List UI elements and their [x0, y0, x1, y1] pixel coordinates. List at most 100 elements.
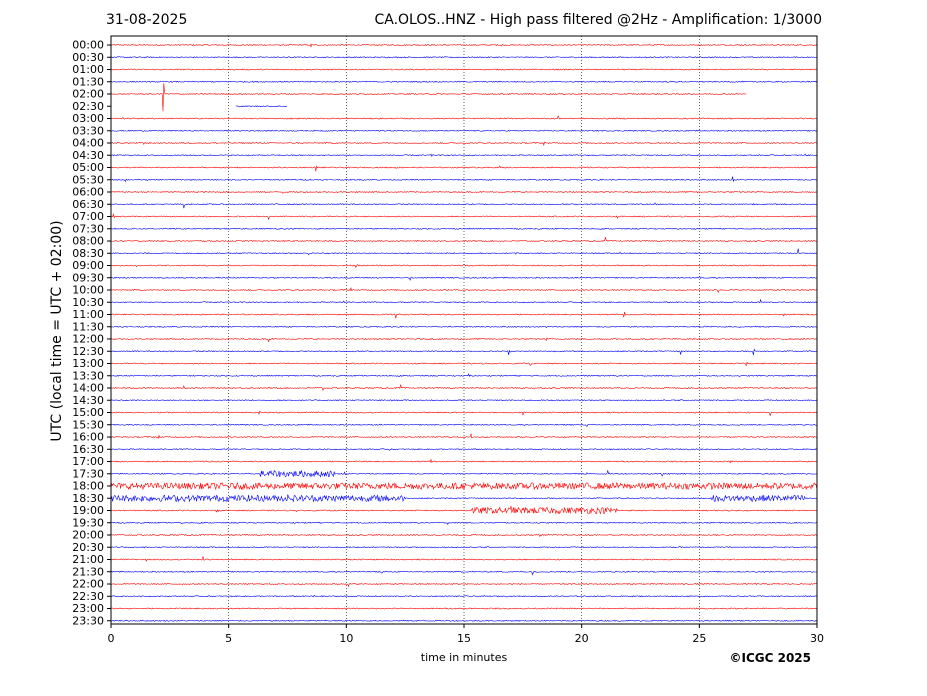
trace-row-17:30: [110, 469, 817, 478]
y-tick-label: 11:30: [72, 320, 104, 333]
y-tick-label: 10:30: [72, 296, 104, 309]
x-grid-lines: [228, 36, 700, 624]
y-tick-label: 03:00: [72, 112, 104, 125]
trace-row-02:00: [110, 83, 747, 112]
trace-row-06:00: [110, 191, 817, 194]
x-tick-label: 20: [575, 632, 589, 645]
trace-row-19:00: [110, 505, 817, 515]
trace-row-18:30: [110, 494, 817, 503]
trace-row-05:30: [110, 176, 817, 183]
trace-row-21:30: [110, 570, 817, 576]
trace-row-04:30: [110, 153, 817, 158]
y-tick-label: 17:30: [72, 467, 104, 480]
trace-row-04:00: [110, 141, 817, 146]
y-tick-label: 08:00: [72, 235, 104, 248]
copyright-notice: ©ICGC 2025: [729, 651, 811, 665]
y-tick-label: 04:30: [72, 149, 104, 162]
y-tick-label: 20:30: [72, 541, 104, 554]
seismogram-traces: [110, 43, 817, 622]
trace-row-16:00: [110, 433, 817, 440]
y-tick-label: 02:00: [72, 88, 104, 101]
y-tick-label: 13:30: [72, 369, 104, 382]
y-tick-label: 09:30: [72, 271, 104, 284]
trace-row-09:00: [110, 264, 817, 269]
trace-row-00:30: [110, 56, 817, 59]
chart-title: CA.OLOS..HNZ - High pass filtered @2Hz -…: [374, 12, 822, 28]
y-tick-label: 18:00: [72, 480, 104, 493]
trace-row-07:30: [111, 227, 817, 230]
trace-row-12:00: [110, 337, 817, 343]
trace-row-22:30: [110, 594, 817, 598]
trace-row-08:30: [110, 248, 817, 256]
trace-row-17:00: [110, 458, 817, 464]
y-tick-label: 21:30: [72, 565, 104, 578]
y-tick-label: 23:00: [72, 602, 104, 615]
y-tick-label: 07:30: [72, 222, 104, 235]
trace-row-13:00: [110, 361, 817, 367]
y-tick-label: 18:30: [72, 492, 104, 505]
y-tick-label: 12:00: [72, 333, 104, 346]
y-tick-label: 09:00: [72, 259, 104, 272]
y-tick-label: 15:30: [72, 418, 104, 431]
x-tick-label: 30: [810, 632, 824, 645]
y-tick-label: 01:00: [72, 63, 104, 76]
trace-row-06:30: [110, 202, 817, 209]
y-tick-label: 00:30: [72, 51, 104, 64]
trace-row-13:30: [110, 373, 817, 377]
trace-row-11:30: [110, 325, 817, 329]
y-tick-label: 22:00: [72, 578, 104, 591]
y-tick-label: 05:00: [72, 161, 104, 174]
y-tick-label: 04:00: [72, 137, 104, 150]
chart-date: 31-08-2025: [106, 12, 188, 28]
y-tick-label: 19:30: [72, 516, 104, 529]
y-tick-label: 13:00: [72, 357, 104, 370]
y-tick-label: 14:30: [72, 394, 104, 407]
x-tick-label: 10: [339, 632, 353, 645]
x-tick-label: 5: [225, 632, 232, 645]
x-axis-label: time in minutes: [420, 651, 508, 664]
y-tick-label: 16:30: [72, 443, 104, 456]
y-tick-label: 21:00: [72, 553, 104, 566]
trace-row-10:00: [110, 286, 817, 294]
y-tick-label: 10:00: [72, 284, 104, 297]
trace-row-21:00: [110, 556, 817, 562]
y-tick-label: 00:00: [72, 39, 104, 52]
y-tick-label: 17:00: [72, 455, 104, 468]
y-tick-label: 08:30: [72, 247, 104, 260]
trace-row-01:00: [110, 68, 817, 71]
trace-row-12:30: [110, 348, 817, 356]
trace-row-10:30: [111, 298, 817, 304]
trace-row-03:30: [110, 129, 817, 132]
x-tick-label: 0: [108, 632, 115, 645]
y-tick-label: 07:00: [72, 210, 104, 223]
trace-row-14:30: [110, 399, 817, 402]
y-tick-label: 16:00: [72, 431, 104, 444]
x-axis-ticks: 0 5 10 15 20 25 30: [108, 624, 824, 645]
y-axis-ticks: 00:0000:3001:0001:3002:0002:3003:0003:30…: [72, 39, 111, 627]
trace-row-19:30: [111, 521, 817, 526]
trace-row-02:30: [235, 105, 288, 108]
y-tick-label: 12:30: [72, 345, 104, 358]
y-tick-label: 02:30: [72, 100, 104, 113]
trace-row-01:30: [110, 80, 817, 83]
trace-row-18:00: [110, 481, 817, 491]
trace-row-23:30: [110, 619, 817, 622]
trace-row-15:00: [110, 410, 817, 417]
x-tick-label: 25: [692, 632, 706, 645]
y-tick-label: 05:30: [72, 173, 104, 186]
y-tick-label: 20:00: [72, 529, 104, 542]
trace-row-03:00: [110, 115, 817, 120]
y-tick-label: 06:30: [72, 198, 104, 211]
x-tick-label: 15: [457, 632, 471, 645]
y-tick-label: 01:30: [72, 75, 104, 88]
y-tick-label: 15:00: [72, 406, 104, 419]
trace-row-14:00: [111, 384, 817, 392]
y-tick-label: 14:00: [72, 382, 104, 395]
trace-row-22:00: [111, 583, 817, 588]
trace-row-11:00: [110, 311, 817, 319]
y-tick-label: 11:00: [72, 308, 104, 321]
y-tick-label: 06:00: [72, 186, 104, 199]
trace-row-07:00: [110, 213, 817, 221]
trace-row-15:30: [110, 423, 817, 427]
